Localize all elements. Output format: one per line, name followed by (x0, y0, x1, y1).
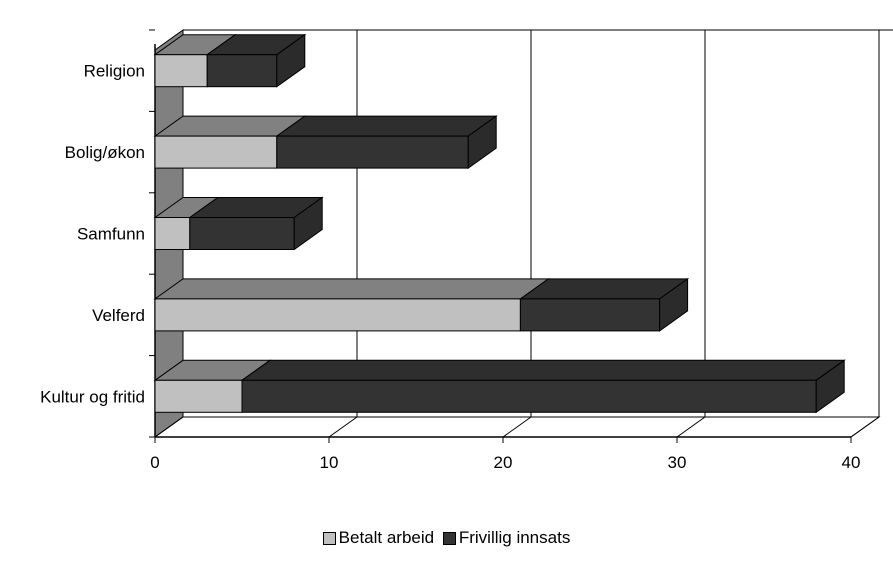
bar-kultur-og-fritid-side (815, 359, 845, 414)
bar-samfunn-frivillig-innsats (189, 217, 295, 250)
bar-velferd-betalt-arbeid-top (153, 278, 550, 300)
floor-line-10 (328, 416, 358, 438)
gridlines (154, 30, 880, 438)
bar-velferd-frivillig-innsats-top (518, 278, 690, 300)
bar-religion-betalt-arbeid (154, 54, 208, 88)
y-tick-label-religion: Religion (84, 62, 145, 81)
bar-kultur-og-fritid-frivillig-innsats-top (240, 359, 846, 381)
bar-kultur-og-fritid-betalt-arbeid (154, 379, 243, 413)
legend-swatch-betalt (322, 531, 336, 545)
x-tick-label-40: 40 (842, 453, 861, 472)
bar-bolig-kon-betalt-arbeid (154, 135, 278, 169)
bar-samfunn-betalt-arbeid (154, 217, 191, 250)
x-tick-label-10: 10 (320, 453, 339, 472)
y-tick-label-bolig-kon: Bolig/økon (65, 143, 145, 162)
bar-bolig-kon-frivillig-innsats (276, 135, 469, 169)
bar-religion-side (276, 33, 306, 88)
y-tick-label-samfunn: Samfunn (77, 225, 145, 244)
floor-line-30 (676, 416, 706, 438)
bar-religion-frivillig-innsats (206, 54, 278, 88)
floor-line-0 (154, 416, 184, 438)
bar-samfunn-side (293, 196, 323, 251)
legend-item-frivillig: Frivillig innsats (442, 528, 571, 548)
floor-line-20 (502, 416, 532, 438)
bar-velferd-side (659, 277, 689, 332)
legend: Betalt arbeid Frivillig innsats (0, 528, 893, 550)
bar-velferd-frivillig-innsats (519, 298, 661, 332)
bar-velferd-betalt-arbeid (154, 298, 521, 332)
legend-item-betalt: Betalt arbeid (322, 528, 435, 548)
bar-bolig-kon-side (467, 115, 497, 170)
x-tick-label-30: 30 (668, 453, 687, 472)
y-tick-label-velferd: Velferd (92, 306, 145, 325)
legend-label-frivillig: Frivillig innsats (458, 528, 571, 547)
stacked-bar-chart: 0 10 20 30 40 Kultur og fritid Velferd Samfunn B… (40, 29, 893, 472)
bars (153, 33, 846, 414)
y-tick-label-kultur-og-fritid: Kultur og fritid (40, 387, 145, 406)
floor-line-40 (850, 416, 880, 438)
legend-swatch-frivillig (442, 531, 456, 545)
x-tick-label-20: 20 (494, 453, 513, 472)
axis-labels: 0 10 20 30 40 Kultur og fritid Velferd Samfunn B… (40, 62, 860, 472)
legend-label-betalt: Betalt arbeid (338, 528, 435, 547)
x-tick-label-0: 0 (150, 453, 159, 472)
bar-kultur-og-fritid-frivillig-innsats (241, 379, 817, 413)
bar-bolig-kon-frivillig-innsats-top (275, 115, 498, 137)
